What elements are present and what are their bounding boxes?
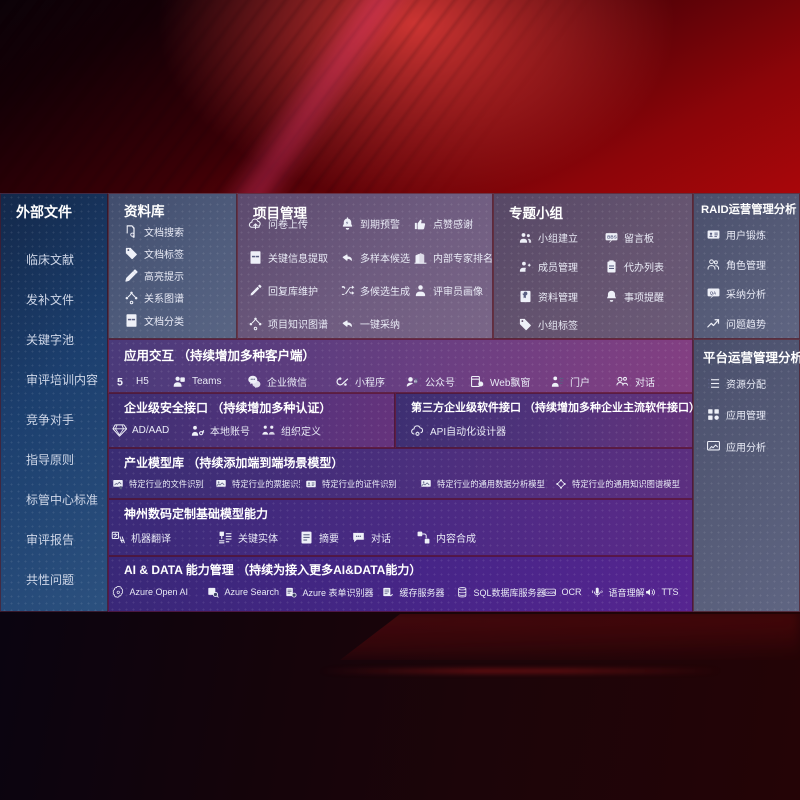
svg-text:BBS: BBS [607,234,617,239]
svg-text:OCR: OCR [546,590,555,595]
svg-text:5: 5 [117,377,123,389]
svg-text:QA: QA [710,290,716,295]
